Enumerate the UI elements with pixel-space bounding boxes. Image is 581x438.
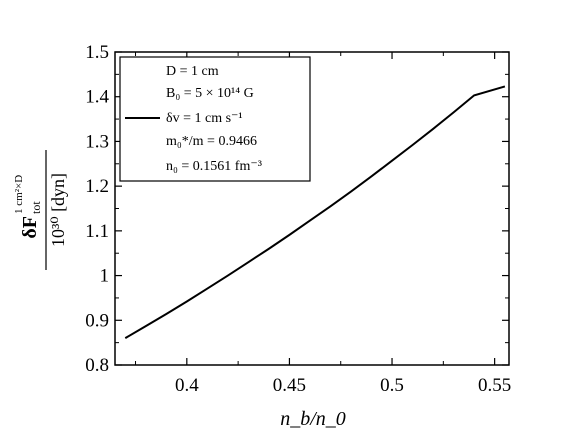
legend: D = 1 cm B₀ = 5 × 10¹⁴ G δv = 1 cm s⁻¹ m… [119,56,311,182]
legend-line-0: D = 1 cm [166,64,219,79]
y-tick-label-2: 1 [100,266,110,287]
x-tick-label-0: 0.4 [175,375,199,396]
y-tick-label-7: 1.5 [85,42,109,63]
y-axis-label-superscript: 1 cm²×D [13,175,25,214]
x-tick-label-1: 0.45 [273,375,306,396]
legend-line-2: δv = 1 cm s⁻¹ [166,111,243,126]
x-axis-label: n_b/n_0 [280,408,346,430]
legend-box [119,56,311,182]
y-tick-label-6: 1.4 [85,87,109,108]
y-tick-label-3: 1.1 [85,221,109,242]
x-tick-label-3: 0.55 [478,375,511,396]
x-tick-label-2: 0.5 [380,375,404,396]
y-tick-label-4: 1.2 [85,176,109,197]
y-axis-label-denominator: 10³⁰ [dyn] [48,173,68,247]
legend-line-3: m₀*/m = 0.9466 [166,134,257,149]
y-tick-label-0: 0.8 [85,355,109,376]
plot-frame [114,51,510,366]
y-axis-label-main: δF [19,216,41,239]
legend-line-4: n₀ = 0.1561 fm⁻³ [166,159,262,174]
series-line-0 [124,85,506,340]
y-tick-label-5: 1.3 [85,131,109,152]
legend-line-1: B₀ = 5 × 10¹⁴ G [166,86,254,101]
y-tick-label-1: 0.9 [85,310,109,331]
y-axis-label-subscript: tot [29,201,43,214]
y-axis-label: δF 1 cm²×D tot 10³⁰ [dyn] [13,150,68,270]
